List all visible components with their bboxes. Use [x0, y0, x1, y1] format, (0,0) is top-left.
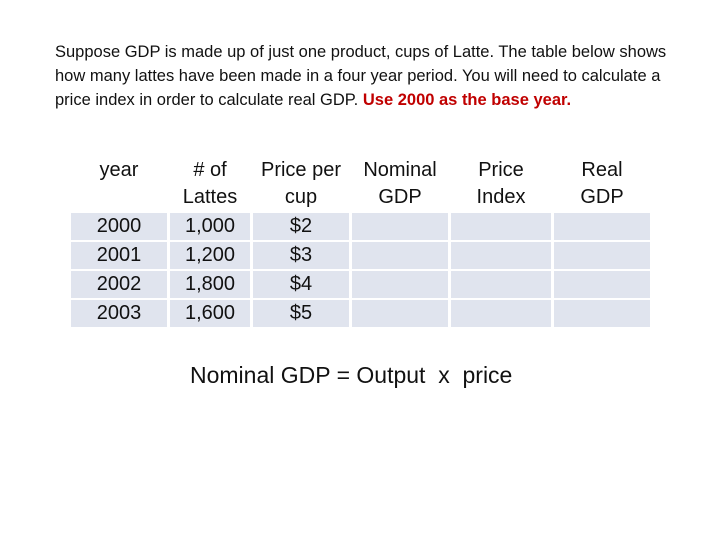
cell-nominal-gdp — [352, 300, 448, 327]
cell-nominal-gdp — [352, 271, 448, 298]
base-year-note: Use 2000 as the base year. — [362, 91, 572, 109]
table-row: 2000 1,000 $2 — [71, 213, 650, 240]
cell-price: $2 — [253, 213, 349, 240]
cell-year: 2000 — [71, 213, 167, 240]
cell-nominal-gdp — [352, 242, 448, 269]
header-lattes: # of Lattes — [170, 157, 250, 211]
cell-real-gdp — [554, 271, 650, 298]
cell-lattes: 1,800 — [170, 271, 250, 298]
cell-nominal-gdp — [352, 213, 448, 240]
cell-real-gdp — [554, 242, 650, 269]
cell-year: 2003 — [71, 300, 167, 327]
intro-text: Suppose GDP is made up of just one produ… — [55, 43, 667, 109]
table-header-row: year # of Lattes Price per cup Nominal GDP … — [71, 157, 650, 211]
cell-price-index — [451, 271, 551, 298]
intro-paragraph: Suppose GDP is made up of just one produ… — [55, 40, 685, 112]
header-price-per-cup: Price per cup — [253, 157, 349, 211]
cell-price-index — [451, 213, 551, 240]
header-year: year — [71, 157, 167, 211]
table-row: 2002 1,800 $4 — [71, 271, 650, 298]
header-nominal-gdp: Nominal GDP — [352, 157, 448, 211]
cell-price-index — [451, 242, 551, 269]
cell-price: $4 — [253, 271, 349, 298]
cell-lattes: 1,200 — [170, 242, 250, 269]
table-row: 2003 1,600 $5 — [71, 300, 650, 327]
cell-price-index — [451, 300, 551, 327]
cell-real-gdp — [554, 213, 650, 240]
cell-price: $3 — [253, 242, 349, 269]
nominal-gdp-formula: Nominal GDP = Output x price — [190, 362, 513, 388]
latte-gdp-table: year # of Lattes Price per cup Nominal GDP … — [68, 155, 653, 329]
table-row: 2001 1,200 $3 — [71, 242, 650, 269]
header-price-index: Price Index — [451, 157, 551, 211]
cell-real-gdp — [554, 300, 650, 327]
cell-lattes: 1,600 — [170, 300, 250, 327]
cell-year: 2001 — [71, 242, 167, 269]
cell-year: 2002 — [71, 271, 167, 298]
header-real-gdp: Real GDP — [554, 157, 650, 211]
cell-price: $5 — [253, 300, 349, 327]
cell-lattes: 1,000 — [170, 213, 250, 240]
